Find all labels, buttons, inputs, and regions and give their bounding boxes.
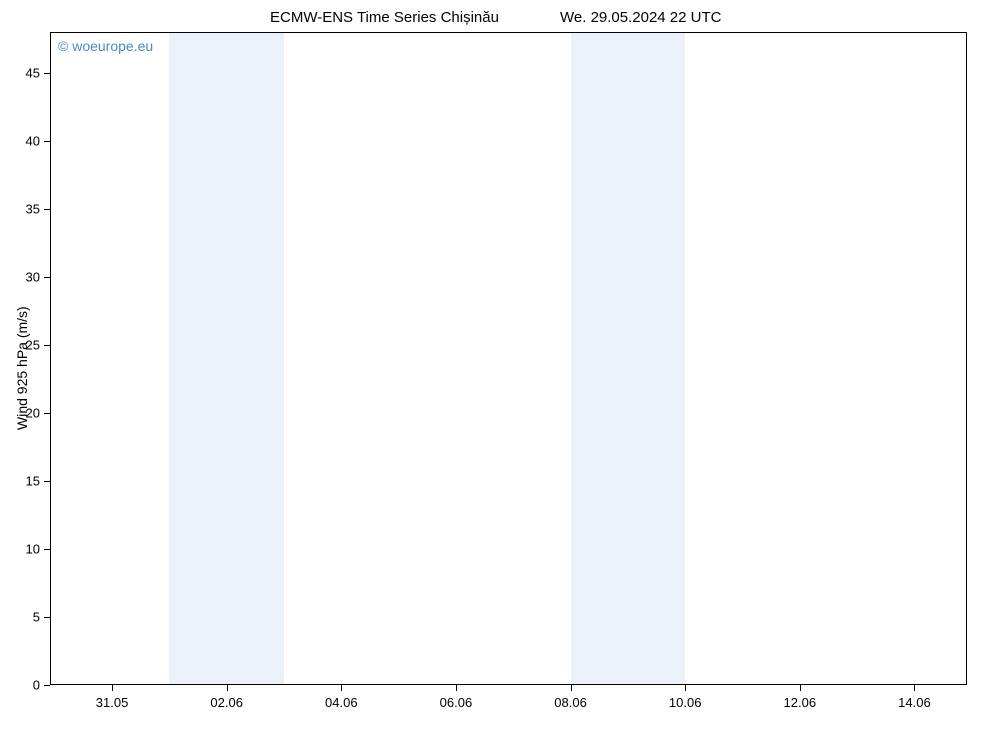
plot-area: © woeurope.eu [50, 32, 967, 685]
y-tick [44, 481, 50, 482]
chart-title-right: We. 29.05.2024 22 UTC [560, 9, 721, 26]
y-tick-label: 0 [10, 678, 40, 693]
y-tick [44, 277, 50, 278]
y-tick [44, 413, 50, 414]
x-tick-label: 12.06 [784, 695, 817, 710]
x-tick [341, 685, 342, 691]
x-tick-label: 14.06 [898, 695, 931, 710]
x-tick [456, 685, 457, 691]
x-tick-label: 06.06 [440, 695, 473, 710]
y-tick [44, 345, 50, 346]
watermark: © woeurope.eu [58, 38, 153, 54]
chart-container: ECMW-ENS Time Series Chișinău We. 29.05.… [0, 0, 1000, 733]
x-tick [571, 685, 572, 691]
y-tick-label: 40 [10, 133, 40, 148]
y-tick-label: 15 [10, 473, 40, 488]
x-tick [914, 685, 915, 691]
x-tick-label: 08.06 [554, 695, 587, 710]
x-tick-label: 31.05 [96, 695, 129, 710]
x-tick [800, 685, 801, 691]
x-tick-label: 04.06 [325, 695, 358, 710]
y-axis-label: Wind 925 hPa (m/s) [14, 306, 30, 430]
x-tick [227, 685, 228, 691]
y-tick [44, 549, 50, 550]
weekend-band [169, 32, 284, 685]
x-tick-label: 02.06 [210, 695, 243, 710]
y-tick [44, 73, 50, 74]
y-tick [44, 209, 50, 210]
y-tick-label: 5 [10, 609, 40, 624]
y-tick-label: 10 [10, 541, 40, 556]
x-tick-label: 10.06 [669, 695, 702, 710]
chart-title-left: ECMW-ENS Time Series Chișinău [270, 9, 499, 26]
x-tick [112, 685, 113, 691]
y-tick [44, 617, 50, 618]
y-tick [44, 141, 50, 142]
y-tick-label: 45 [10, 65, 40, 80]
weekend-band [571, 32, 686, 685]
y-tick-label: 30 [10, 269, 40, 284]
x-tick [685, 685, 686, 691]
y-tick-label: 35 [10, 201, 40, 216]
y-tick [44, 685, 50, 686]
